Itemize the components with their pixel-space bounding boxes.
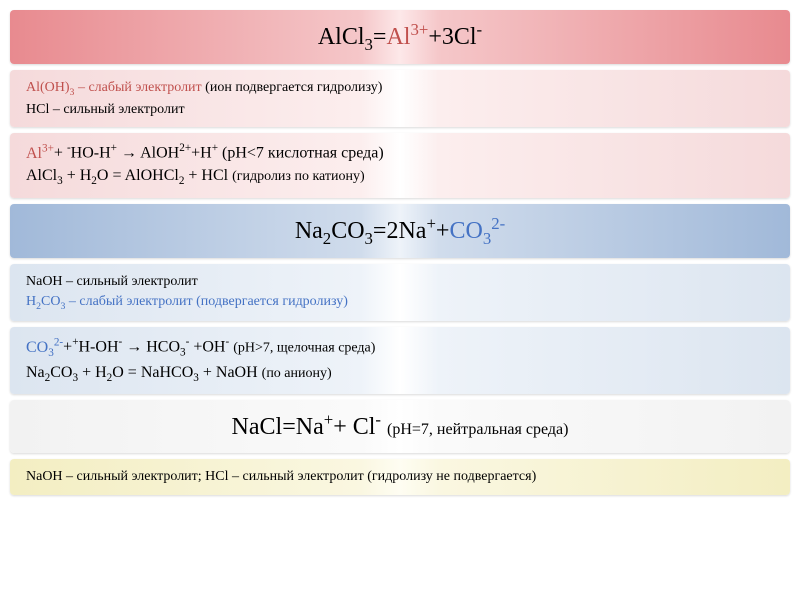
nacl-dissociation-header: NaCl=Na++ Cl- (pH=7, нейтральная среда) [10, 400, 790, 453]
equation-line: AlCl3 + H2O = AlOHCl2 + HCl (гидролиз по… [26, 165, 774, 190]
na2co3-hydrolysis-body: CO32-++H-OH- → HCO3- +OH- (pH>7, щелочна… [10, 327, 790, 394]
equation-line: Na2CO3 + H2O = NaHCO3 + NaOH (по аниону) [26, 362, 774, 387]
alcl3-hydrolysis-body: Al3++ -HO-H+ → AlOH2++H+ (pH<7 кислотная… [10, 133, 790, 198]
note-line: Al(OH)3 – слабый электролит (ион подверг… [26, 78, 774, 100]
aloh3-weak-note: Al(OH)3 – слабый электролит (ион подверг… [10, 70, 790, 127]
equation-line: CO32-++H-OH- → HCO3- +OH- (pH>7, щелочна… [26, 335, 774, 361]
note-line: NaOH – сильный электролит [26, 272, 774, 292]
naoh-strong-note: NaOH – сильный электролит H2CO3 – слабый… [10, 264, 790, 321]
note-line: H2CO3 – слабый электролит (подвергается … [26, 292, 774, 314]
note-line: HCl – сильный электролит [26, 100, 774, 120]
na2co3-dissociation-header: Na2CO3=2Na++CO32- [10, 204, 790, 258]
equation-line: Al3++ -HO-H+ → AlOH2++H+ (pH<7 кислотная… [26, 141, 774, 165]
note-line: NaOH – сильный электролит; HCl – сильный… [26, 467, 774, 487]
nacl-no-hydrolysis-note: NaOH – сильный электролит; HCl – сильный… [10, 459, 790, 495]
alcl3-dissociation-header: AlCl3=Al3++3Cl- [10, 10, 790, 64]
